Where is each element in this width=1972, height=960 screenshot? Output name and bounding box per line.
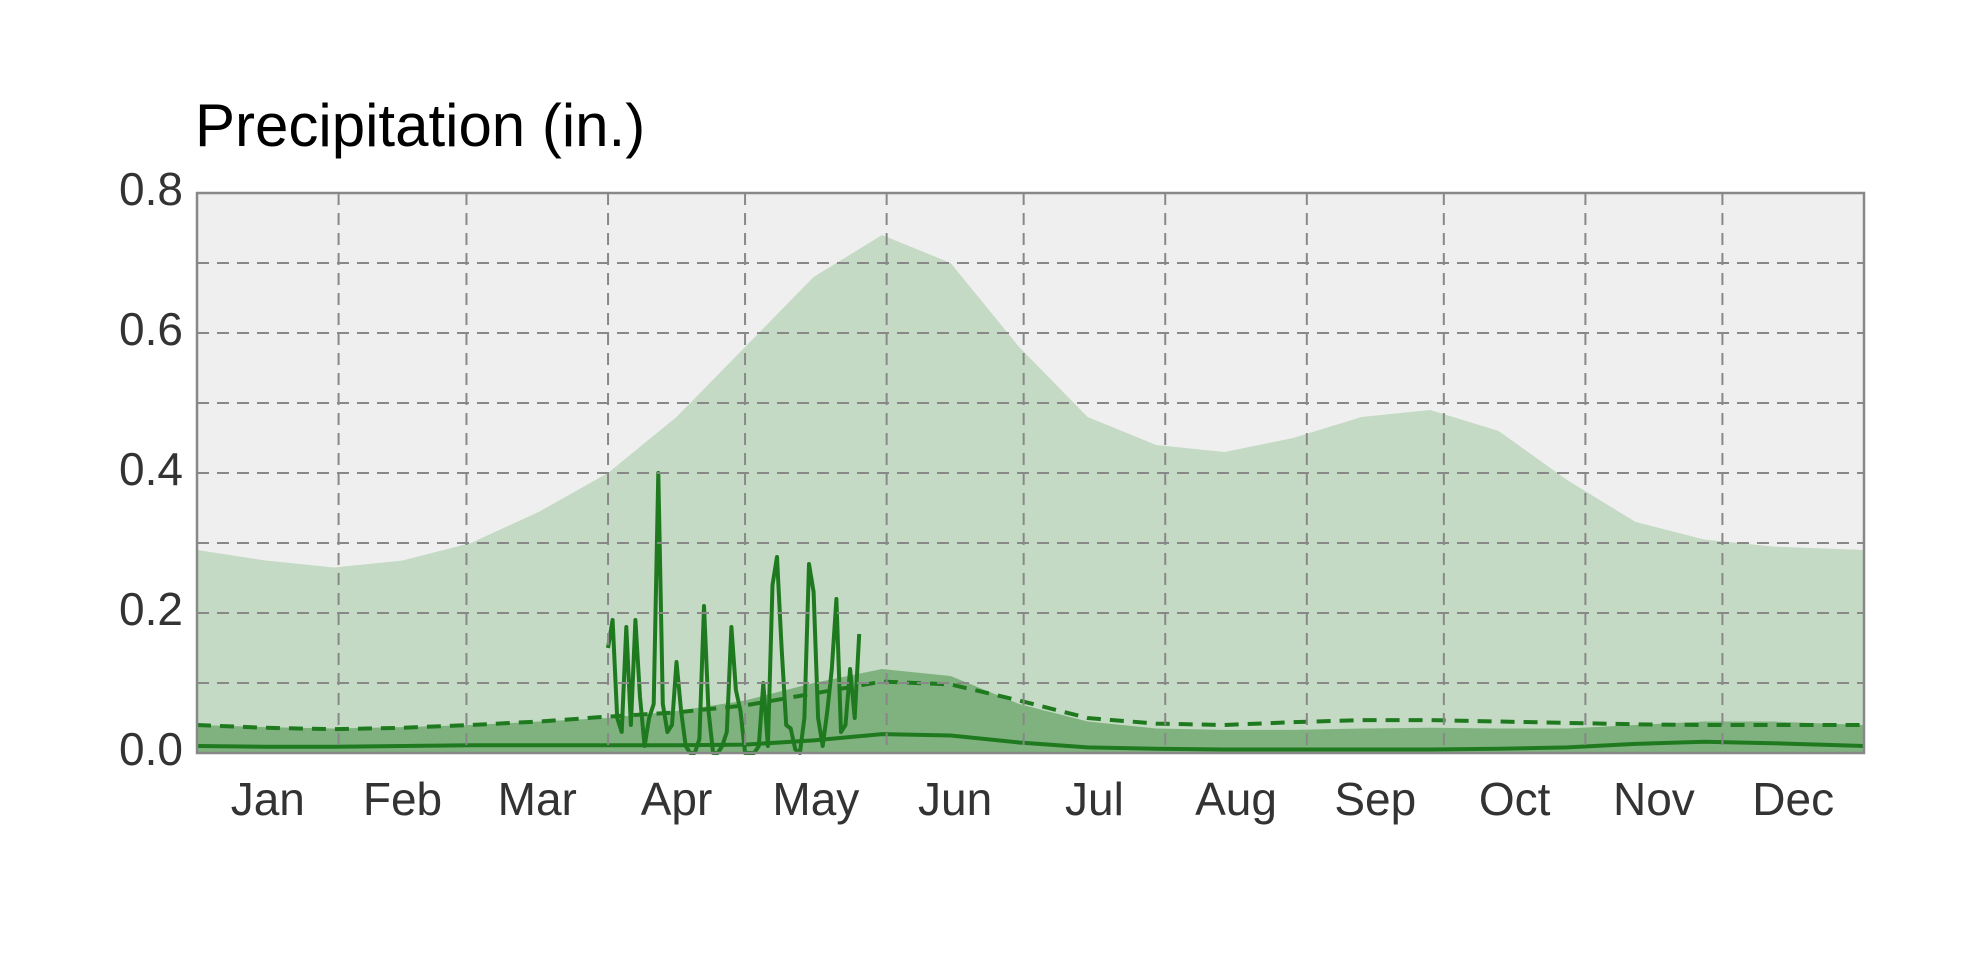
x-tick-label: Nov xyxy=(1613,773,1695,825)
x-tick-label: Feb xyxy=(363,773,442,825)
x-tick-label: Jan xyxy=(231,773,305,825)
x-tick-label: Sep xyxy=(1334,773,1416,825)
x-tick-label: Dec xyxy=(1752,773,1834,825)
y-tick-label: 0.8 xyxy=(119,163,183,215)
y-tick-label: 0.0 xyxy=(119,723,183,775)
x-tick-label: Apr xyxy=(641,773,713,825)
x-tick-label: Aug xyxy=(1195,773,1277,825)
x-tick-label: Jun xyxy=(918,773,992,825)
chart-title: Precipitation (in.) xyxy=(195,92,645,159)
plot-frame xyxy=(195,191,1866,755)
x-tick-label: Oct xyxy=(1479,773,1551,825)
x-tick-label: May xyxy=(772,773,859,825)
x-tick-label: Jul xyxy=(1065,773,1124,825)
y-tick-label: 0.4 xyxy=(119,443,183,495)
line xyxy=(606,471,862,755)
area xyxy=(197,669,1864,753)
x-tick-label: Mar xyxy=(498,773,577,825)
y-tick-label: 0.6 xyxy=(119,303,183,355)
y-tick-label: 0.2 xyxy=(119,583,183,635)
line xyxy=(196,732,1865,752)
